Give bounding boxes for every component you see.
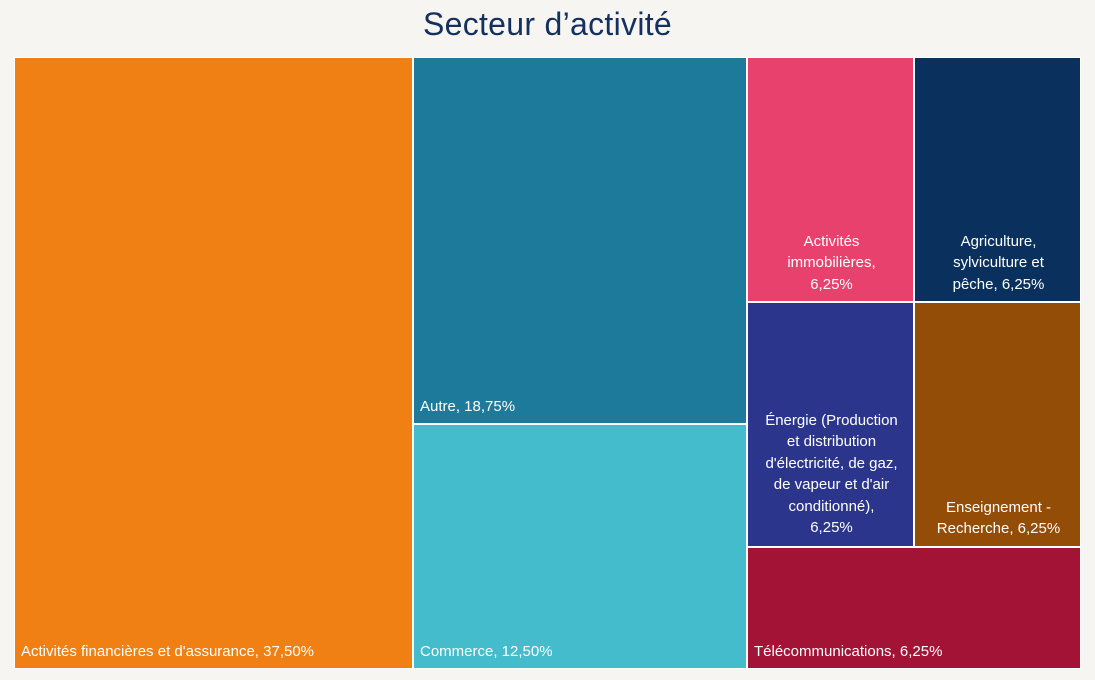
tile-label-line: Enseignement -: [945, 498, 1052, 516]
tile-label-line: pêche, 6,25%: [952, 275, 1045, 293]
tile-label-line: et distribution: [786, 433, 877, 450]
tile-label: Agriculture, sylviculture et pêche, 6,25%: [915, 231, 1082, 296]
tile-label: Autre, 18,75%: [420, 396, 515, 418]
tile-label-line: d'électricité, de gaz,: [765, 454, 898, 472]
treemap-tile: Énergie (Production et distribution d'élec…: [747, 302, 914, 547]
treemap-tile: Enseignement - Recherche, 6,25%: [914, 302, 1081, 547]
treemap-tile: Activités immobilières, 6,25%: [747, 57, 914, 302]
tile-label-line: sylviculture et: [953, 254, 1044, 272]
tile-label-line: conditionné),: [788, 497, 875, 515]
tile-label-line: 6,25%: [810, 275, 853, 293]
treemap-tile: Télécommunications, 6,25%: [747, 547, 1081, 669]
treemap-tile: Activités financières et d'assurance, 37…: [14, 57, 413, 669]
tile-label-line: Activités financières et d'assurance, 37…: [21, 642, 315, 660]
tile-label: Enseignement - Recherche, 6,25%: [915, 497, 1082, 540]
treemap-tile: Autre, 18,75%: [413, 57, 747, 424]
tile-label-line: Recherche, 6,25%: [936, 520, 1061, 537]
chart-title: Secteur d’activité: [422, 6, 673, 42]
tile-label-line: de vapeur et d'air: [773, 476, 890, 493]
tile-label-line: Autre, 18,75%: [420, 397, 516, 415]
tile-label: Activités financières et d'assurance, 37…: [21, 641, 314, 663]
tile-label-line: Commerce, 12,50%: [420, 642, 553, 660]
tile-label-line: Activités: [803, 232, 860, 250]
treemap-tile: Commerce, 12,50%: [413, 424, 747, 669]
tile-label-line: Agriculture,: [960, 232, 1037, 250]
tile-label: Télécommunications, 6,25%: [754, 641, 942, 663]
treemap-tile: Agriculture, sylviculture et pêche, 6,25%: [914, 57, 1081, 302]
tile-label: Activités immobilières, 6,25%: [748, 231, 915, 296]
tile-label-line: immobilières,: [787, 254, 876, 272]
tile-label-line: Télécommunications, 6,25%: [754, 642, 943, 660]
tile-label-line: 6,25%: [810, 519, 853, 536]
tile-label: Commerce, 12,50%: [420, 641, 553, 663]
tile-label: Énergie (Production et distribution d'élec…: [748, 410, 915, 539]
tile-label-line: Énergie (Production: [765, 411, 898, 429]
